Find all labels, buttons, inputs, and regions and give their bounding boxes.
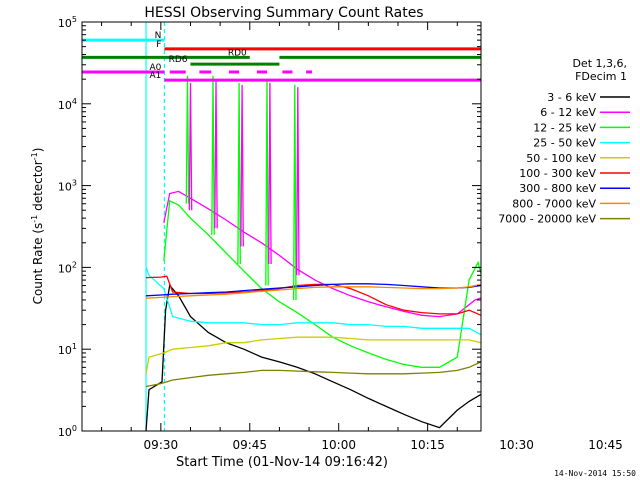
x-tick-label-4: 10:30 — [499, 438, 534, 452]
y-tick-exp-1: 1 — [72, 342, 77, 351]
legend-label-6: 300 - 800 keV — [519, 182, 596, 195]
timestamp: 14-Nov-2014 15:50 — [554, 469, 636, 478]
spike-9 — [295, 87, 300, 276]
spike-7 — [268, 82, 272, 265]
x-axis: 09:30 09:45 10:00 10:15 10:30 10:45 — [101, 22, 623, 452]
legend-label-3: 25 - 50 keV — [533, 137, 596, 150]
legend-label-1: 6 - 12 keV — [540, 106, 596, 119]
y-axis-label-sup1: -1 — [30, 215, 39, 223]
flag-label-N: N — [155, 31, 162, 41]
y-tick-base-2: 10 — [58, 262, 72, 275]
spike-1 — [188, 82, 193, 211]
series-line-1 — [163, 190, 481, 318]
legend-label-8: 7000 - 20000 keV — [498, 213, 596, 226]
y-tick-exp-5: 5 — [72, 15, 77, 24]
series-line-3 — [145, 267, 481, 336]
legend: Det 1,3,6, FDecim 1 3 - 6 keV 6 - 12 keV 1… — [498, 57, 630, 226]
x-tick-label-1: 09:45 — [232, 438, 267, 452]
y-tick-label-0: 100 — [58, 424, 77, 439]
plot-frame — [81, 21, 482, 432]
flag-label-A0: A0 — [150, 63, 162, 73]
y-tick-base-5: 10 — [58, 17, 72, 30]
y-axis-label-sup2: -1 — [30, 152, 39, 160]
series-line-5 — [145, 275, 481, 316]
spike-2 — [211, 75, 215, 235]
x-tick-label-2: 10:00 — [321, 438, 356, 452]
legend-label-5: 100 - 300 keV — [519, 167, 596, 180]
legend-label-2: 12 - 25 keV — [533, 121, 596, 134]
series-line-7 — [145, 283, 481, 299]
y-tick-label-4: 104 — [58, 97, 77, 112]
x-axis-label: Start Time (01-Nov-14 09:16:42) — [176, 455, 388, 470]
series-line-6 — [145, 283, 481, 297]
y-tick-exp-0: 0 — [72, 424, 77, 433]
legend-label-0: 3 - 6 keV — [547, 91, 596, 104]
flag-label-RD0: RD0 — [228, 48, 247, 58]
x-tick-label-5: 10:45 — [588, 438, 623, 452]
y-axis-label-main: Count Rate (s — [31, 223, 45, 305]
x-tick-label-3: 10:15 — [410, 438, 445, 452]
flag-label-A1: A1 — [150, 71, 162, 81]
y-tick-base-3: 10 — [58, 181, 72, 194]
y-tick-exp-3: 3 — [72, 179, 77, 188]
chart-title: HESSI Observing Summary Count Rates — [144, 5, 423, 21]
series-line-8 — [145, 361, 481, 388]
y-tick-label-2: 102 — [58, 260, 77, 275]
y-tick-base-4: 10 — [58, 99, 72, 112]
spike-0 — [185, 75, 190, 204]
series-line-0 — [145, 284, 481, 431]
spike-6 — [265, 79, 269, 286]
legend-label-4: 50 - 100 keV — [526, 152, 596, 165]
y-axis-label-mid: detector — [31, 160, 45, 215]
spike-5 — [240, 84, 244, 247]
legend-header-line2: FDecim 1 — [575, 70, 627, 83]
y-tick-exp-2: 2 — [72, 260, 77, 269]
y-axis-label: Count Rate (s-1 detector-1) — [30, 148, 45, 305]
legend-label-7: 800 - 7000 keV — [512, 197, 596, 210]
spike-4 — [237, 82, 241, 265]
y-tick-base-1: 10 — [58, 344, 72, 357]
x-tick-label-0: 09:30 — [144, 438, 179, 452]
y-tick-label-5: 105 — [58, 15, 77, 30]
y-tick-label-3: 103 — [58, 179, 77, 194]
y-tick-base-0: 10 — [58, 426, 72, 439]
plot-content — [145, 22, 481, 431]
series-line-4 — [145, 336, 481, 374]
spike-8 — [292, 84, 297, 301]
flag-label-RD6: RD6 — [169, 55, 188, 65]
y-axis-label-end: ) — [31, 148, 45, 153]
y-tick-exp-4: 4 — [72, 97, 77, 106]
spike-3 — [214, 80, 218, 229]
series-line-2 — [163, 199, 481, 368]
y-tick-label-1: 101 — [58, 342, 77, 357]
legend-header-line1: Det 1,3,6, — [572, 57, 627, 70]
flag-label-F: F — [156, 40, 161, 50]
